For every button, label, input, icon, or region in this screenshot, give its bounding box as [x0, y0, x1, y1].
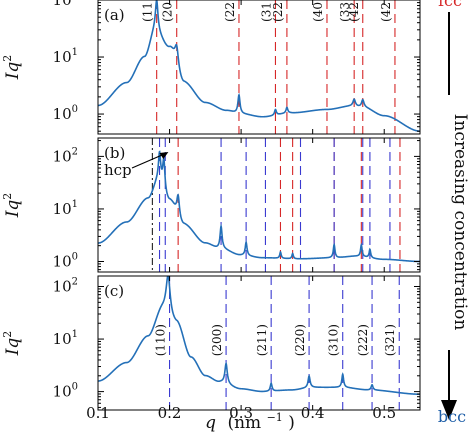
x-tick-labels: 0.1 0.2 0.3 0.4 0.5 — [86, 404, 396, 422]
peak-label: (321) — [383, 324, 397, 356]
x-axis-label: q (nm −1 ) — [205, 406, 295, 432]
y-axis-label-exponent: 2 — [1, 331, 14, 338]
y-tick-exponent: 0 — [72, 382, 78, 393]
peak-label: (42 — [347, 2, 361, 22]
x-axis-label-close: ) — [288, 413, 295, 432]
peak-label: (211) — [255, 324, 269, 356]
peak-label: (11 — [141, 2, 155, 22]
bcc-label: bcc — [438, 407, 466, 426]
peak-label: (22 — [223, 2, 237, 22]
x-tick-label: 0.2 — [158, 404, 182, 422]
peak-label: (310) — [327, 324, 341, 356]
y-axis-label: Iq2 — [1, 331, 23, 357]
panel-letter: (c) — [104, 282, 124, 300]
peak-labels: (110) (200) (211) (220) (310) (222) (321) — [154, 324, 398, 356]
y-tick-label: 102 — [53, 146, 78, 165]
hcp-arrow-head — [159, 152, 169, 159]
y-tick-base: 10 — [53, 383, 72, 401]
panel-letter: (b) — [104, 144, 125, 162]
y-tick-exponent: 2 — [72, 146, 78, 157]
y-axis-label-base: Iq — [3, 200, 23, 219]
plot-area-background — [98, 0, 420, 134]
y-axis-label-base: Iq — [3, 62, 23, 81]
reference-lines — [156, 0, 396, 134]
y-tick-base: 10 — [53, 330, 72, 348]
y-tick-label: 102 — [53, 277, 78, 296]
x-tick-label: 0.5 — [372, 404, 396, 422]
y-tick-label: 100 — [53, 104, 78, 123]
x-axis-label-q: q — [205, 413, 216, 432]
y-axis-label-base: Iq — [3, 338, 23, 357]
reference-lines — [169, 276, 400, 410]
intensity-curve — [98, 0, 420, 132]
y-tick-label: 100 — [53, 382, 78, 401]
y-tick-exponent: 1 — [72, 329, 78, 340]
y-tick-label: 102 — [53, 0, 78, 9]
peak-label: (20 — [161, 2, 175, 22]
peak-labels: (11 (20 (22 (31(22 (40 (33(42 (42 — [141, 2, 393, 22]
y-tick-exponent: 0 — [72, 251, 78, 262]
y-axis-label-exponent: 2 — [1, 55, 14, 62]
peak-label: (110) — [154, 324, 168, 356]
y-tick-base: 10 — [53, 147, 72, 165]
x-axis-label-unit: (nm — [227, 413, 261, 432]
x-tick-label: 0.1 — [86, 404, 110, 422]
y-tick-base: 10 — [53, 200, 72, 218]
y-tick-exponent: 2 — [72, 277, 78, 288]
peak-label: (31 — [259, 2, 273, 22]
increasing-concentration-label: Increasing concentration — [450, 114, 470, 331]
y-tick-base: 10 — [53, 252, 72, 270]
y-axis-label-exponent: 2 — [1, 193, 14, 200]
y-tick-exponent: 2 — [72, 0, 78, 1]
y-tick-exponent: 0 — [72, 104, 78, 115]
hcp-arrow-line — [131, 153, 165, 169]
peak-label: (40 — [311, 2, 325, 22]
plot-area-background — [98, 138, 420, 272]
peak-label: (200) — [210, 324, 224, 356]
y-tick-exponent: 1 — [72, 47, 78, 58]
y-tick-base: 10 — [53, 105, 72, 123]
y-tick-label: 101 — [53, 47, 78, 66]
y-tick-exponent: 1 — [72, 199, 78, 210]
y-tick-base: 10 — [53, 0, 72, 9]
y-tick-base: 10 — [53, 278, 72, 296]
y-tick-base: 10 — [53, 48, 72, 66]
x-tick-label: 0.4 — [301, 404, 325, 422]
y-tick-label: 101 — [53, 329, 78, 348]
intensity-curve — [98, 150, 420, 263]
x-axis-label-exp: −1 — [267, 411, 283, 424]
fcc-label: fcc — [438, 0, 462, 10]
y-tick-label: 101 — [53, 199, 78, 218]
side-text-backdrop — [438, 95, 460, 350]
intensity-curve — [98, 276, 420, 396]
peak-label: (220) — [293, 324, 307, 356]
panel-frame — [97, 275, 421, 411]
y-axis-label: Iq2 — [1, 193, 23, 219]
peak-label: (33 — [338, 2, 352, 22]
peak-label: (222) — [356, 324, 370, 356]
y-tick-label: 100 — [53, 251, 78, 270]
y-axis-label: Iq2 — [1, 55, 23, 81]
peak-label: (42 — [379, 2, 393, 22]
panel-letter: (a) — [104, 6, 125, 24]
panel-frame — [97, 137, 421, 273]
x-tick-label: 0.3 — [229, 404, 253, 422]
concentration-arrow-head — [441, 400, 457, 420]
reference-lines — [151, 138, 401, 272]
peak-label: (22 — [271, 2, 285, 22]
panel-frame — [97, 0, 421, 135]
hcp-annotation: hcp — [104, 161, 132, 179]
plot-area-background — [98, 276, 420, 410]
